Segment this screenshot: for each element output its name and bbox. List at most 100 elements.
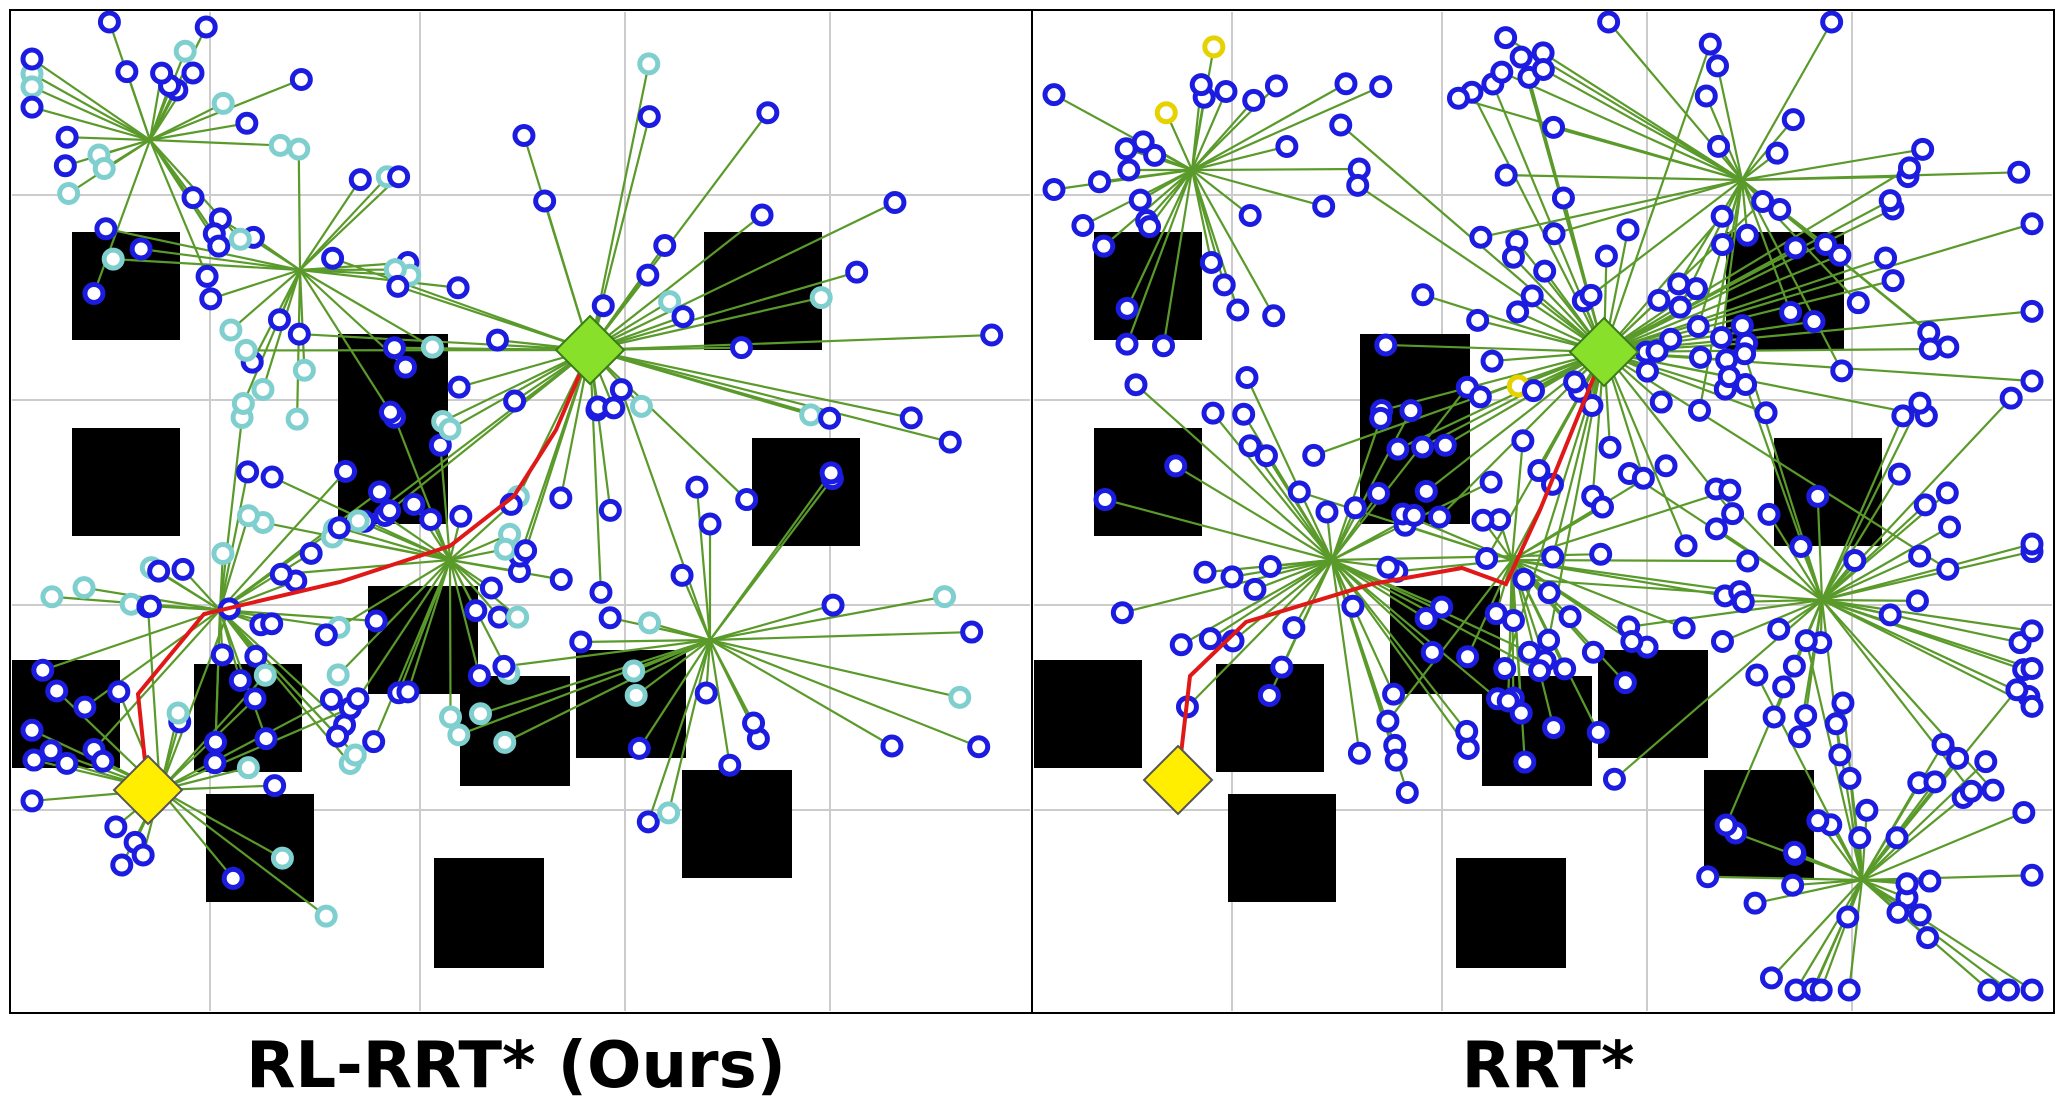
tree-node xyxy=(1616,218,1640,242)
tree-edge xyxy=(1821,542,2033,602)
tree-node xyxy=(82,281,106,305)
tree-node xyxy=(1828,243,1852,267)
tree-edge xyxy=(1861,760,1987,881)
tree-edge xyxy=(218,417,244,611)
tree-edge xyxy=(93,609,221,751)
tree-node xyxy=(1597,10,1621,34)
tree-node xyxy=(569,630,593,654)
tree-node xyxy=(1092,234,1116,258)
tree-edge xyxy=(140,247,301,272)
tree-node xyxy=(1376,555,1400,579)
tree-node xyxy=(362,730,386,754)
tree-node xyxy=(31,658,55,682)
tree-node xyxy=(1706,54,1730,78)
tree-edge xyxy=(159,698,332,791)
tree-node xyxy=(314,623,338,647)
start-marker xyxy=(112,754,184,826)
tree-edge xyxy=(524,349,592,551)
tree-edge xyxy=(1480,178,1743,239)
tree-node xyxy=(343,743,367,767)
tree-node xyxy=(1645,339,1669,363)
tree-edge xyxy=(159,789,283,860)
tree-node xyxy=(1977,978,2001,1002)
tree-node xyxy=(402,492,426,516)
tree-node xyxy=(254,727,278,751)
tree-edge xyxy=(1186,559,1333,708)
tree-node xyxy=(2005,678,2029,702)
tree-edge xyxy=(1175,464,1333,561)
tree-edge xyxy=(1357,184,1605,353)
tree-edge xyxy=(105,227,301,272)
tree-node xyxy=(1411,283,1435,307)
tree-node xyxy=(1376,709,1400,733)
tree-node xyxy=(637,105,661,129)
tree-node xyxy=(210,643,234,667)
tree-node xyxy=(1736,549,1760,573)
tree-node xyxy=(1287,480,1311,504)
obstacles xyxy=(12,232,860,968)
tree-node xyxy=(428,433,452,457)
tree-edge xyxy=(1715,527,1823,601)
obstacle xyxy=(460,676,570,786)
tree-node xyxy=(321,246,345,270)
tree-node xyxy=(1282,616,1306,640)
obstacle xyxy=(1598,650,1708,758)
tree-node xyxy=(20,718,44,742)
tree-node xyxy=(718,753,742,777)
tree-node xyxy=(1517,640,1541,664)
tree-edge xyxy=(1212,412,1333,561)
tree-edge xyxy=(1053,93,1193,171)
tree-edge xyxy=(406,559,452,693)
tree-node xyxy=(1733,342,1757,366)
tree-edge xyxy=(299,269,392,413)
tree-node xyxy=(1334,72,1358,96)
tree-edge xyxy=(708,639,731,766)
tree-edge xyxy=(709,638,980,748)
tree-edge xyxy=(148,139,209,277)
tree-node xyxy=(658,290,682,314)
tree-edge xyxy=(1590,179,1743,297)
tree-edge xyxy=(1542,68,1743,181)
tree-edge xyxy=(299,269,433,349)
tree-node xyxy=(267,308,291,332)
obstacle xyxy=(1228,794,1336,902)
tree-edge xyxy=(1385,343,1605,354)
tree-edge xyxy=(1551,351,1606,558)
tree-node xyxy=(231,391,255,415)
tree-edge xyxy=(1331,492,1380,561)
tree-edge xyxy=(709,630,972,642)
tree-node xyxy=(1923,770,1947,794)
tree-node xyxy=(260,612,284,636)
tree-edge xyxy=(113,257,301,272)
tree-node xyxy=(367,480,391,504)
tree-node xyxy=(1772,675,1796,699)
tree-node xyxy=(1513,750,1537,774)
tree-node xyxy=(319,687,343,711)
start-marker xyxy=(1142,744,1214,816)
tree-node xyxy=(1768,198,1792,222)
tree-node xyxy=(1698,32,1722,56)
tree-node xyxy=(53,154,77,178)
tree-node xyxy=(1093,488,1117,512)
tree-node xyxy=(55,751,79,775)
tree-edge xyxy=(449,558,520,573)
tree-node xyxy=(591,294,615,318)
tree-node xyxy=(1527,459,1551,483)
tree-edge xyxy=(480,638,711,715)
tree-node xyxy=(1480,349,1504,373)
tree-node xyxy=(39,739,63,763)
tree-edge xyxy=(1741,171,2019,182)
tree-node xyxy=(1369,406,1393,430)
tree-node xyxy=(20,789,44,813)
tree-node xyxy=(72,576,96,600)
tree-node xyxy=(1164,454,1188,478)
tree-node xyxy=(1767,617,1791,641)
tree-edge xyxy=(1821,598,2033,632)
tree-node xyxy=(1779,300,1803,324)
tree-node xyxy=(314,904,338,928)
tree-node xyxy=(299,541,323,565)
tree-edge xyxy=(1821,599,2033,708)
tree-edge xyxy=(1861,811,2025,882)
tree-node xyxy=(933,585,957,609)
tree-edge xyxy=(1602,351,1688,547)
